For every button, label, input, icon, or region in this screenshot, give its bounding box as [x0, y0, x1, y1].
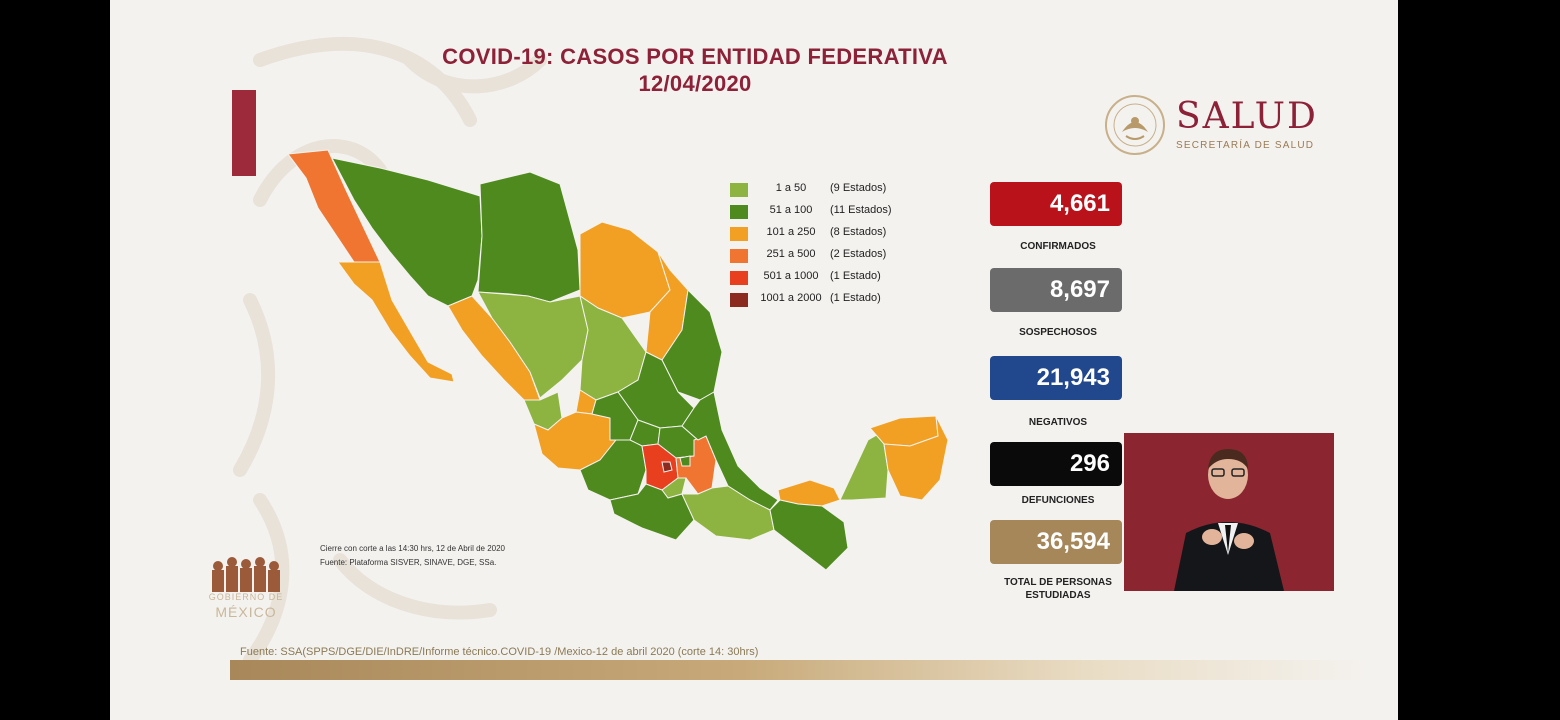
- stat-total-value: 36,594: [990, 520, 1122, 564]
- legend-count: (8 Estados): [830, 226, 887, 238]
- legend-swatch: [730, 249, 748, 263]
- stat-total-label: TOTAL DE PERSONAS ESTUDIADAS: [1004, 577, 1112, 601]
- state-baja-california-sur: [337, 261, 455, 383]
- mexico-map: [287, 149, 949, 571]
- background-pattern: [233, 36, 547, 667]
- legend-item: 51 a 100 (11 Estados): [730, 204, 1000, 222]
- state-durango: [477, 291, 589, 399]
- legend-item: 251 a 500 (2 Estados): [730, 248, 1000, 266]
- state-coahuila: [579, 221, 671, 319]
- salud-logo-subtitle: SECRETARÍA DE SALUD: [1176, 140, 1315, 151]
- legend-item: 1 a 50 (9 Estados): [730, 182, 1000, 200]
- state-chihuahua: [477, 171, 581, 303]
- mexico-coat-of-arms-icon: [1105, 95, 1165, 155]
- state-tlaxcala: [679, 455, 691, 467]
- legend-count: (11 Estados): [830, 204, 892, 216]
- legend-item: 501 a 1000 (1 Estado): [730, 270, 1000, 288]
- salud-logo-text: SALUD: [1176, 96, 1318, 137]
- accent-bar: [232, 90, 256, 176]
- stat-confirmados-value: 4,661: [990, 182, 1122, 226]
- legend-range: 1 a 50: [775, 182, 807, 194]
- page-date: 12/04/2020: [638, 71, 752, 96]
- legend-range: 51 a 100: [769, 204, 813, 216]
- stat-negativos-label: NEGATIVOS: [1028, 417, 1088, 428]
- legend-swatch: [730, 227, 748, 241]
- legend-swatch: [730, 183, 748, 197]
- stat-defunciones-value: 296: [990, 442, 1122, 486]
- stat-negativos-value: 21,943: [990, 356, 1122, 400]
- gobierno-heroes-icon: [212, 557, 280, 592]
- page-title: COVID-19: CASOS POR ENTIDAD FEDERATIVA: [442, 44, 948, 69]
- legend-swatch: [730, 293, 748, 307]
- state-chiapas: [769, 499, 849, 571]
- legend-item: 101 a 250 (8 Estados): [730, 226, 1000, 244]
- map-source-note: Fuente: Plataforma SISVER, SINAVE, DGE, …: [320, 558, 497, 567]
- legend-swatch: [730, 271, 748, 285]
- legend-count: (2 Estados): [830, 248, 887, 260]
- stat-sospechosos-label: SOSPECHOSOS: [1019, 327, 1097, 338]
- state-ciudad-de-mexico: [661, 461, 673, 473]
- legend-swatch: [730, 205, 748, 219]
- legend-range: 1001 a 2000: [760, 292, 822, 304]
- cierre-note: Cierre con corte a las 14:30 hrs, 12 de …: [320, 544, 505, 553]
- state-quintana-roo: [883, 415, 949, 501]
- legend-range: 101 a 250: [766, 226, 816, 238]
- legend-range: 251 a 500: [766, 248, 816, 260]
- legend-range: 501 a 1000: [763, 270, 819, 282]
- footer-bar: [230, 660, 1370, 680]
- state-campeche: [839, 431, 889, 501]
- legend-count: (1 Estado): [830, 292, 881, 304]
- legend-count: (9 Estados): [830, 182, 887, 194]
- legend-item: 1001 a 2000 (1 Estado): [730, 292, 1000, 310]
- sign-language-interpreter-video: [1124, 433, 1334, 591]
- stat-sospechosos-value: 8,697: [990, 268, 1122, 312]
- gobierno-text-small: GOBIERNO DE: [208, 592, 284, 602]
- gobierno-text-big: MÉXICO: [215, 604, 277, 620]
- slide: COVID-19: CASOS POR ENTIDAD FEDERATIVA 1…: [110, 0, 1398, 720]
- interpreter-figure-icon: [1124, 433, 1334, 591]
- legend-count: (1 Estado): [830, 270, 881, 282]
- footer-source: Fuente: SSA(SPPS/DGE/DIE/InDRE/Informe t…: [240, 646, 759, 658]
- stat-confirmados-label: CONFIRMADOS: [1020, 241, 1096, 252]
- stat-defunciones-label: DEFUNCIONES: [1021, 495, 1095, 506]
